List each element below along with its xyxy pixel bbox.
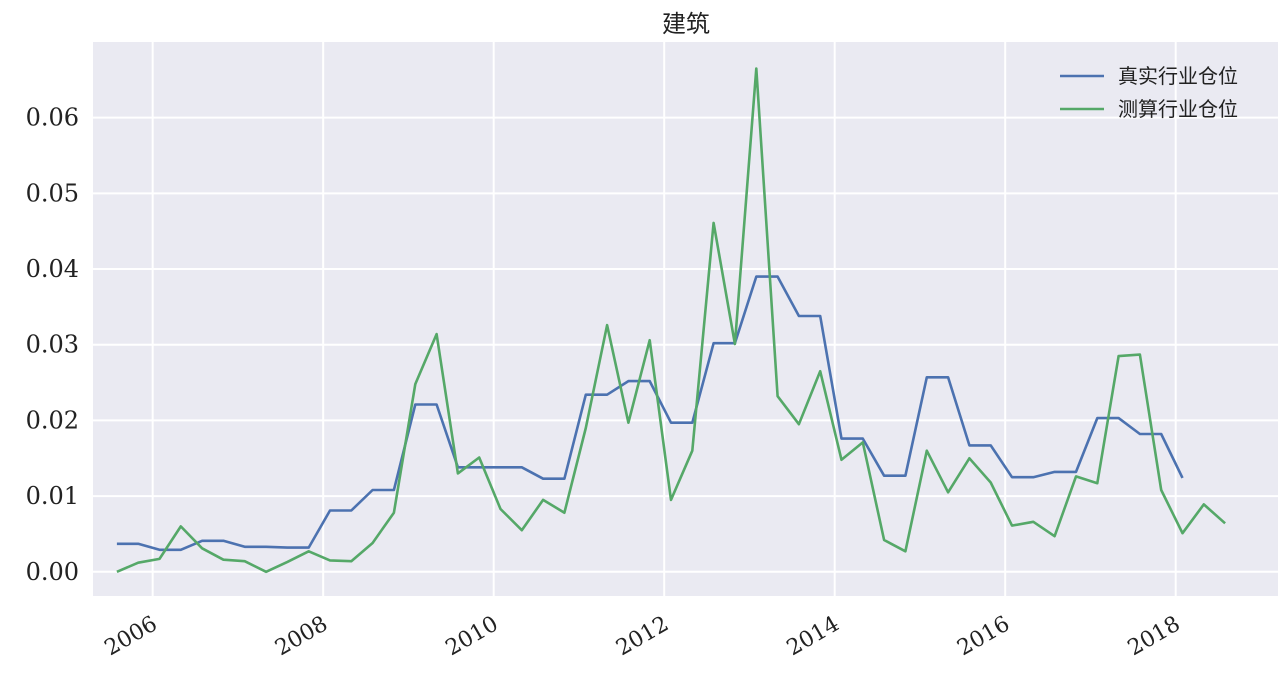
x-tick-label: 2016 bbox=[953, 612, 1014, 662]
x-tick-label: 2012 bbox=[612, 612, 673, 662]
x-tick-label: 2018 bbox=[1124, 612, 1185, 662]
x-axis-ticks: 2006 2008 2010 2012 2014 2016 2018 bbox=[101, 612, 1185, 662]
series-lines bbox=[116, 67, 1226, 574]
grid-lines bbox=[93, 42, 1278, 596]
y-tick-label: 0.05 bbox=[26, 179, 79, 207]
chart-title: 建筑 bbox=[662, 10, 710, 38]
series-line bbox=[116, 67, 1226, 574]
x-tick-label: 2014 bbox=[783, 612, 844, 662]
y-tick-label: 0.03 bbox=[26, 331, 79, 359]
y-tick-label: 0.06 bbox=[26, 104, 79, 132]
y-axis-ticks: 0.00 0.01 0.02 0.03 0.04 0.05 0.06 bbox=[26, 104, 79, 586]
y-tick-label: 0.02 bbox=[26, 406, 79, 434]
y-tick-label: 0.01 bbox=[26, 482, 79, 510]
y-tick-label: 0.00 bbox=[26, 558, 79, 586]
series-line bbox=[116, 275, 1184, 552]
plot-background bbox=[93, 42, 1278, 596]
legend-label: 真实行业仓位 bbox=[1118, 64, 1238, 88]
y-tick-label: 0.04 bbox=[26, 255, 79, 283]
x-tick-label: 2008 bbox=[271, 612, 332, 662]
legend-label: 测算行业仓位 bbox=[1118, 97, 1238, 121]
x-tick-label: 2010 bbox=[442, 612, 503, 662]
x-tick-label: 2006 bbox=[101, 612, 162, 662]
